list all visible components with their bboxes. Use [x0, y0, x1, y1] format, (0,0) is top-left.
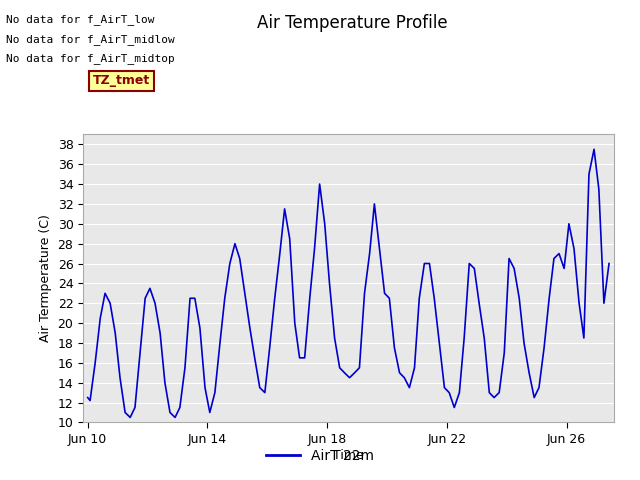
- Legend: AirT 22m: AirT 22m: [260, 443, 380, 468]
- Text: No data for f_AirT_low: No data for f_AirT_low: [6, 14, 155, 25]
- Text: TZ_tmet: TZ_tmet: [93, 74, 150, 87]
- Text: Air Temperature Profile: Air Temperature Profile: [257, 14, 447, 33]
- Text: No data for f_AirT_midtop: No data for f_AirT_midtop: [6, 53, 175, 64]
- Y-axis label: Air Termperature (C): Air Termperature (C): [39, 215, 52, 342]
- X-axis label: Time: Time: [333, 449, 364, 462]
- Text: No data for f_AirT_midlow: No data for f_AirT_midlow: [6, 34, 175, 45]
